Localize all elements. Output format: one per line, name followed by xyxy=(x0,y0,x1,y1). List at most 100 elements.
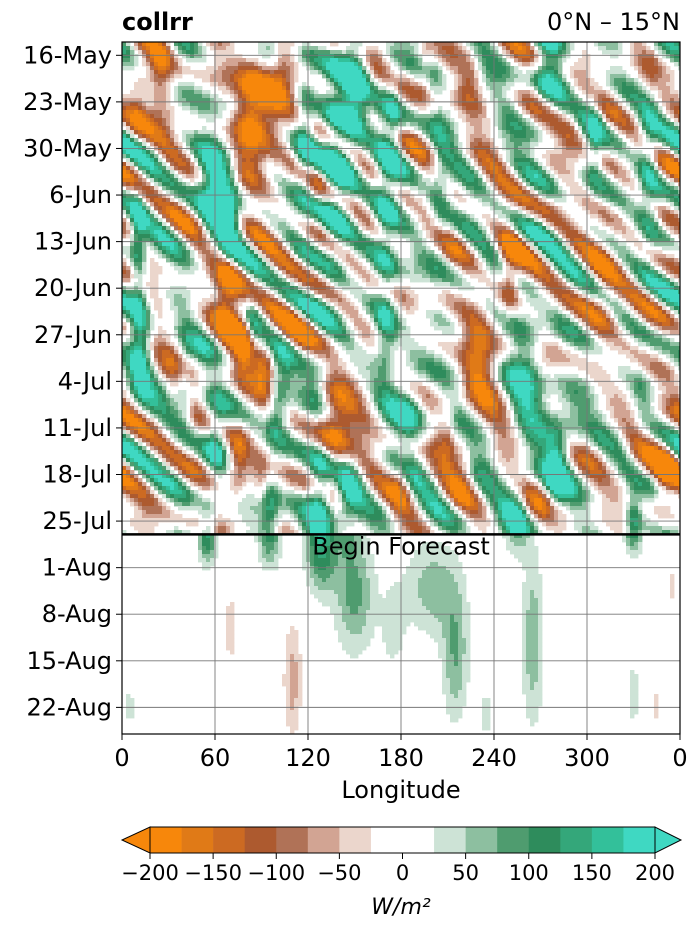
heat-cell xyxy=(338,82,343,87)
heat-cell xyxy=(506,78,511,83)
heat-cell xyxy=(410,90,415,95)
heat-cell xyxy=(534,194,539,199)
heat-cell xyxy=(138,122,143,127)
heat-cell xyxy=(542,42,547,47)
heat-cell xyxy=(182,190,187,195)
heat-cell xyxy=(142,98,147,103)
heat-cell xyxy=(406,54,411,59)
heat-cell xyxy=(214,110,219,115)
heat-cell xyxy=(314,90,319,95)
heat-cell xyxy=(614,110,619,115)
heat-cell xyxy=(326,54,331,59)
heat-cell xyxy=(466,106,471,111)
heat-cell xyxy=(182,134,187,139)
heat-cell xyxy=(410,194,415,199)
heat-cell xyxy=(394,182,399,187)
heat-cell xyxy=(350,178,355,183)
heat-cell xyxy=(134,94,139,99)
heat-cell xyxy=(382,182,387,187)
heat-cell xyxy=(134,170,139,175)
heat-cell xyxy=(158,58,163,63)
heat-cell xyxy=(210,178,215,183)
heat-cell xyxy=(130,62,135,67)
heat-cell xyxy=(606,142,611,147)
heat-cell xyxy=(586,106,591,111)
heat-cell xyxy=(634,150,639,155)
heat-cell xyxy=(366,150,371,155)
heat-cell xyxy=(438,42,443,47)
heat-cell xyxy=(662,54,667,59)
heat-cell xyxy=(330,66,335,71)
heat-cell xyxy=(514,130,519,135)
heat-cell xyxy=(534,170,539,175)
heat-cell xyxy=(186,134,191,139)
heat-cell xyxy=(394,206,399,211)
heat-cell xyxy=(142,170,147,175)
heat-cell xyxy=(386,46,391,51)
heat-cell xyxy=(122,54,127,59)
heat-cell xyxy=(586,70,591,75)
heat-cell xyxy=(402,138,407,143)
heat-cell xyxy=(614,106,619,111)
heat-cell xyxy=(158,162,163,167)
heat-cell xyxy=(258,126,263,131)
heat-cell xyxy=(194,98,199,103)
heat-cell xyxy=(302,150,307,155)
heat-cell xyxy=(150,78,155,83)
heat-cell xyxy=(478,102,483,107)
heat-cell xyxy=(334,130,339,135)
heat-cell xyxy=(282,186,287,191)
heat-cell xyxy=(246,182,251,187)
heat-cell xyxy=(134,182,139,187)
heat-cell xyxy=(502,170,507,175)
heat-cell xyxy=(650,70,655,75)
heat-cell xyxy=(302,122,307,127)
heat-cell xyxy=(266,90,271,95)
heat-cell xyxy=(626,174,631,179)
heat-cell xyxy=(370,210,375,215)
heat-cell xyxy=(674,46,679,51)
heat-cell xyxy=(186,106,191,111)
heat-cell xyxy=(422,150,427,155)
heat-cell xyxy=(194,206,199,211)
heat-cell xyxy=(126,94,131,99)
heat-cell xyxy=(350,190,355,195)
heat-cell xyxy=(610,122,615,127)
heat-cell xyxy=(170,126,175,131)
heat-cell xyxy=(262,62,267,67)
heat-cell xyxy=(410,58,415,63)
heat-cell xyxy=(406,142,411,147)
heat-cell xyxy=(334,86,339,91)
heat-cell xyxy=(354,130,359,135)
heat-cell xyxy=(198,210,203,215)
heat-cell xyxy=(310,46,315,51)
heat-cell xyxy=(674,154,679,159)
heat-cell xyxy=(382,158,387,163)
heat-cell xyxy=(122,210,127,215)
heat-cell xyxy=(170,178,175,183)
heat-cell xyxy=(258,74,263,79)
heat-cell xyxy=(126,118,131,123)
heat-cell xyxy=(302,54,307,59)
heat-cell xyxy=(370,98,375,103)
heat-cell xyxy=(166,206,171,211)
heat-cell xyxy=(382,114,387,119)
heat-cell xyxy=(390,134,395,139)
heat-cell xyxy=(658,46,663,51)
heat-cell xyxy=(486,162,491,167)
heat-cell xyxy=(354,126,359,131)
heat-cell xyxy=(254,106,259,111)
heat-cell xyxy=(594,186,599,191)
heat-cell xyxy=(242,86,247,91)
heat-cell xyxy=(142,62,147,67)
heat-cell xyxy=(250,182,255,187)
heat-cell xyxy=(262,106,267,111)
heat-cell xyxy=(394,62,399,67)
heat-cell xyxy=(570,102,575,107)
heat-cell xyxy=(122,174,127,179)
heat-cell xyxy=(478,66,483,71)
heat-cell xyxy=(654,74,659,79)
heat-cell xyxy=(430,110,435,115)
heat-cell xyxy=(430,50,435,55)
heat-cell xyxy=(646,66,651,71)
